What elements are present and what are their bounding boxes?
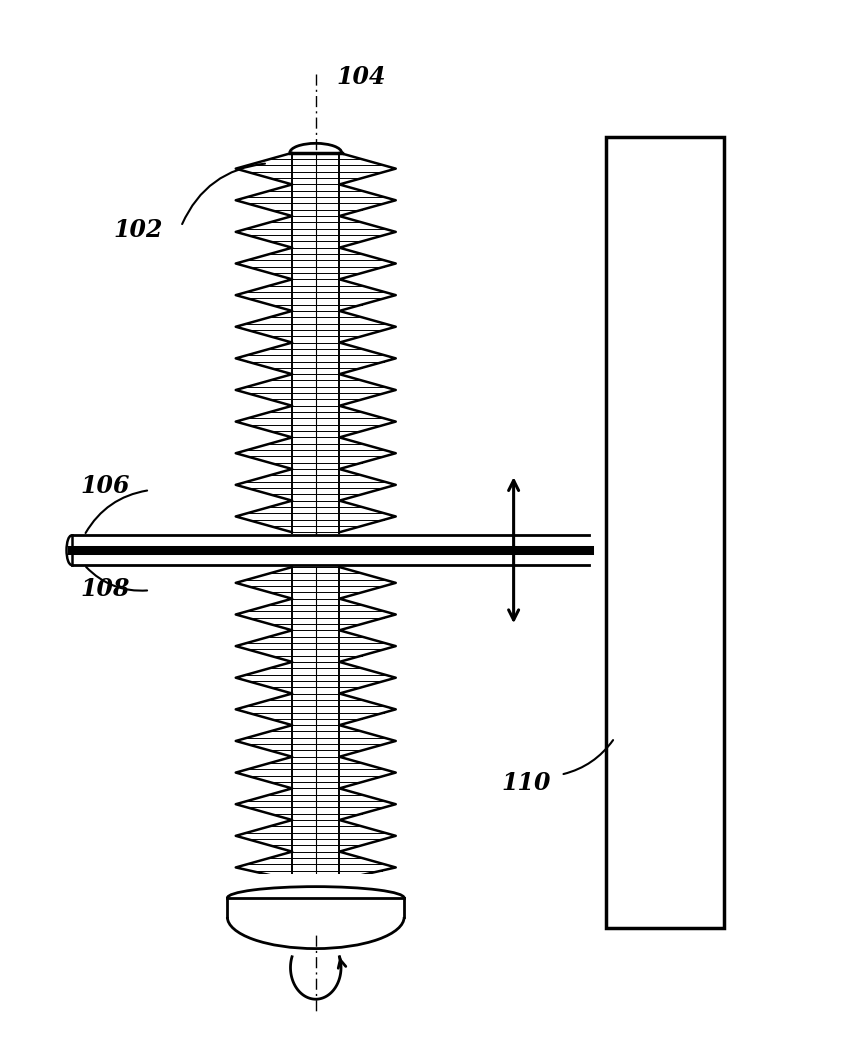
Bar <box>63 535 598 565</box>
Text: 110: 110 <box>501 772 551 796</box>
Text: 104: 104 <box>337 65 386 90</box>
Bar <box>227 874 404 935</box>
Text: 108: 108 <box>80 577 130 601</box>
Text: 106: 106 <box>80 474 130 499</box>
Bar <box>606 137 724 928</box>
Text: 102: 102 <box>114 218 163 242</box>
Polygon shape <box>236 153 396 532</box>
Polygon shape <box>236 567 396 880</box>
